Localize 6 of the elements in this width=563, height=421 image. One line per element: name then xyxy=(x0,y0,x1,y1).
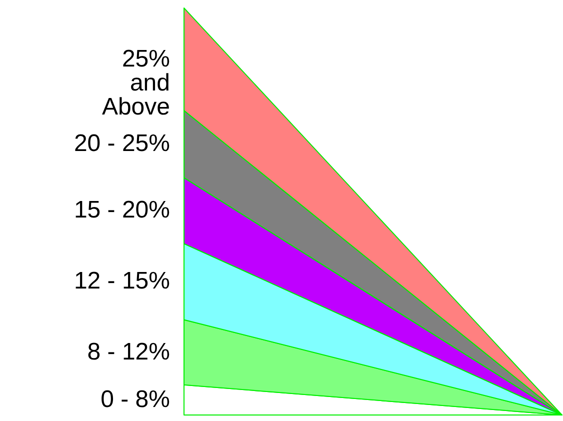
series-label: 15 - 20% xyxy=(74,196,170,224)
series-label: 12 - 15% xyxy=(74,268,170,295)
series-label: 8 - 12% xyxy=(87,338,170,366)
series-label: 20 - 25% xyxy=(74,130,170,158)
series-label: 25% and Above xyxy=(102,45,170,120)
series-label: 0 - 8% xyxy=(100,386,170,413)
